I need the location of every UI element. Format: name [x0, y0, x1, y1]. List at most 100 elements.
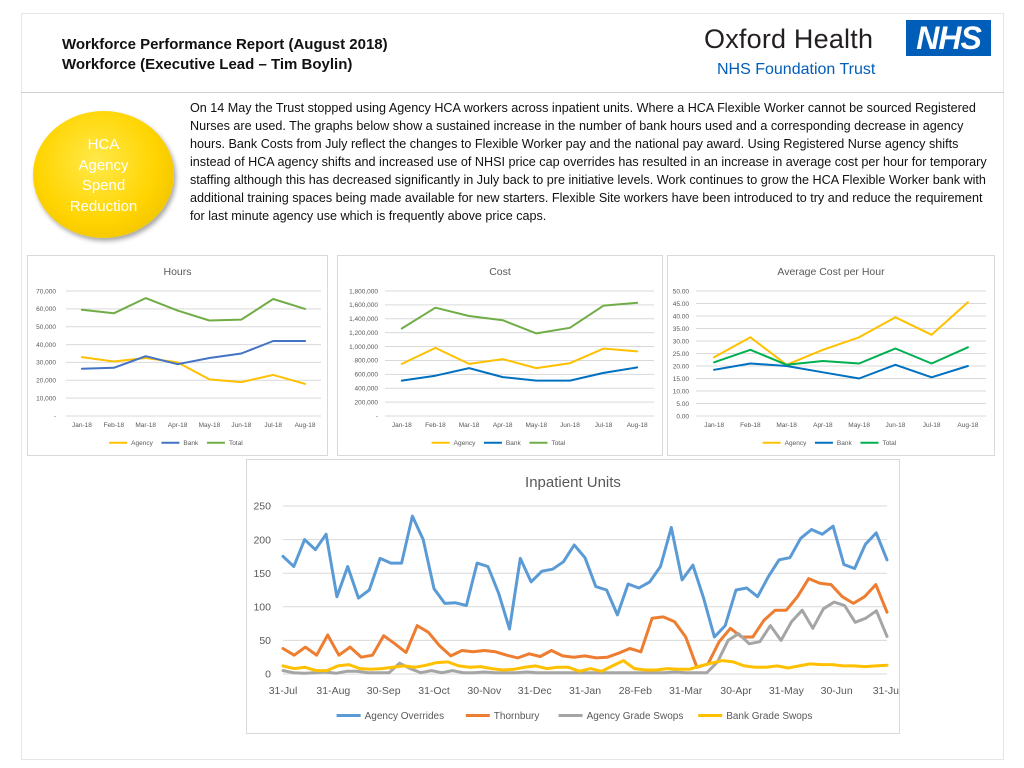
series-line-bank-grade-swops [281, 659, 889, 673]
x-tick-label: 31-Jul [269, 685, 298, 697]
x-tick-label: Apr-18 [813, 422, 833, 429]
series-line-agency-overrides [281, 514, 889, 639]
legend-label-agency: Agency [454, 440, 476, 447]
y-tick-label: 0.00 [676, 413, 689, 420]
y-tick-label: 1,800,000 [349, 288, 378, 295]
chart-title: Inpatient Units [525, 474, 621, 491]
series-line-bank [80, 340, 307, 370]
x-tick-label: Jun-18 [885, 422, 905, 429]
y-tick-label: 60,000 [36, 306, 56, 313]
y-tick-label: 5.00 [676, 401, 689, 408]
x-tick-label: May-18 [848, 422, 870, 429]
x-tick-label: Apr-18 [168, 422, 188, 429]
foundation-trust-label: NHS Foundation Trust [717, 61, 876, 78]
x-tick-label: 31-Aug [316, 685, 350, 697]
series-line-total [80, 297, 307, 322]
x-tick-label: Feb-18 [104, 422, 125, 429]
y-tick-label: 100 [253, 601, 271, 613]
page-title: Workforce Performance Report (August 201… [62, 35, 388, 75]
legend-label-bank: Bank [837, 440, 853, 447]
chart-title: Hours [163, 266, 191, 278]
y-tick-label: 1,200,000 [349, 330, 378, 337]
legend-label-total: Total [229, 440, 243, 447]
badge-line-3: Spend [81, 177, 126, 194]
y-tick-label: 800,000 [355, 358, 379, 365]
legend-label-agency: Agency [131, 440, 153, 447]
series-line-agency [713, 301, 969, 366]
y-tick-label: 400,000 [355, 385, 379, 392]
series-line-agency-grade-swops [281, 600, 889, 675]
page-title-line-2: Workforce (Executive Lead – Tim Boylin) [62, 56, 353, 73]
x-tick-label: Mar-18 [459, 422, 480, 429]
y-tick-label: 20.00 [673, 363, 690, 370]
y-tick-label: 35.00 [673, 326, 690, 333]
series-line-bank [713, 362, 969, 380]
intro-paragraph: On 14 May the Trust stopped using Agency… [190, 101, 987, 223]
x-tick-label: Jul-18 [264, 422, 282, 429]
y-tick-label: 50,000 [36, 324, 56, 331]
x-tick-label: Jan-18 [704, 422, 724, 429]
x-tick-label: 31-Jul [873, 685, 899, 697]
avg-chart-svg: Average Cost per Hour 0.00 5.00 10.00 15.00 2… [673, 266, 986, 447]
y-tick-label: 30,000 [36, 360, 56, 367]
y-tick-label: 50 [259, 635, 271, 647]
chart-title: Average Cost per Hour [777, 266, 885, 278]
x-tick-label: Jul-18 [923, 422, 941, 429]
oxford-health-wordmark: Oxford Health [704, 24, 874, 54]
y-tick-label: 10,000 [36, 395, 56, 402]
badge-text: HCA Agency Spend Reduction [33, 135, 174, 217]
series-line-total [713, 346, 969, 366]
x-tick-label: Feb-18 [425, 422, 446, 429]
x-tick-label: 30-Jun [821, 685, 853, 697]
cost-chart-svg: Cost - 200,000 400,000 600,000 800,000 1,000,0… [349, 266, 654, 447]
legend-label-bank: Bank [183, 440, 199, 447]
hours-chart-svg: Hours - 10,000 20,000 30,000 40,000 50,000 60,0… [36, 266, 321, 447]
x-tick-label: Aug-18 [957, 422, 978, 429]
inpatient-units-chart: Inpatient Units 0 50 100 150 200 250 31-Jul 31-A… [246, 459, 900, 734]
page-title-line-1: Workforce Performance Report (August 201… [62, 36, 388, 53]
series-line-agency [400, 346, 639, 370]
series-line-total [400, 301, 639, 335]
series-line-agency [80, 356, 307, 385]
header-divider [21, 92, 1004, 93]
hca-agency-badge: HCA Agency Spend Reduction [33, 111, 174, 238]
hours-chart: Hours - 10,000 20,000 30,000 40,000 50,000 60,0… [27, 255, 328, 456]
chart-title: Cost [489, 266, 511, 278]
y-tick-label: 1,600,000 [349, 302, 378, 309]
x-tick-label: Jan-18 [392, 422, 412, 429]
y-tick-label: 10.00 [673, 388, 690, 395]
x-tick-label: Aug-18 [627, 422, 648, 429]
badge-line-4: Reduction [69, 197, 138, 215]
series-line-thornbury [281, 577, 889, 669]
y-tick-label: 20,000 [36, 378, 56, 385]
x-tick-label: 31-May [769, 685, 805, 697]
x-tick-label: Jul-18 [595, 422, 613, 429]
y-tick-label: 200,000 [355, 399, 379, 406]
legend-label-bank-grade-swops: Bank Grade Swops [726, 711, 812, 722]
legend-label-thornbury: Thornbury [494, 711, 540, 722]
y-tick-label: 1,000,000 [349, 344, 378, 351]
x-tick-label: Jun-18 [560, 422, 580, 429]
y-tick-label: 150 [253, 568, 271, 580]
x-tick-label: 31-Oct [418, 685, 450, 697]
y-tick-label: - [376, 413, 378, 420]
y-tick-label: 25.00 [673, 351, 690, 358]
y-tick-label: 45.00 [673, 301, 690, 308]
y-tick-label: 15.00 [673, 376, 690, 383]
x-tick-label: 31-Dec [518, 685, 552, 697]
y-tick-label: 50.00 [673, 288, 690, 295]
y-tick-label: 0 [265, 669, 271, 681]
y-tick-label: 200 [253, 534, 271, 546]
x-tick-label: 28-Feb [619, 685, 652, 697]
legend-label-bank: Bank [506, 440, 522, 447]
x-tick-label: Jun-18 [231, 422, 251, 429]
y-tick-label: 40.00 [673, 313, 690, 320]
cost-chart: Cost - 200,000 400,000 600,000 800,000 1,000,0… [337, 255, 663, 456]
y-tick-label: 250 [253, 501, 271, 513]
y-tick-label: 600,000 [355, 372, 379, 379]
inpatient-chart-svg: Inpatient Units 0 50 100 150 200 250 31-Jul 31-A… [253, 474, 899, 722]
x-tick-label: 31-Jan [569, 685, 601, 697]
slide-frame [21, 13, 1004, 760]
y-tick-label: 1,400,000 [349, 316, 378, 323]
average-cost-chart: Average Cost per Hour 0.00 5.00 10.00 15.00 2… [667, 255, 995, 456]
